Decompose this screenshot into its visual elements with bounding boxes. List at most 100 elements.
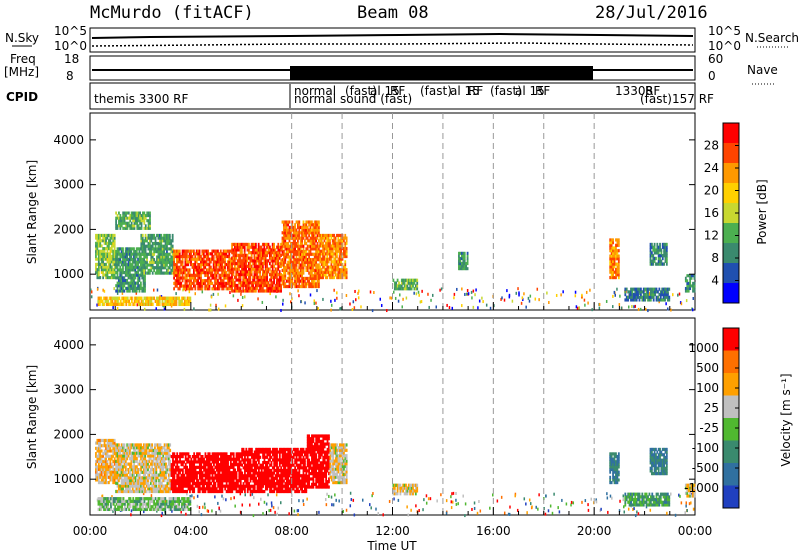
speckle-cell xyxy=(200,513,203,517)
range-time-cell xyxy=(115,271,118,275)
range-time-cell xyxy=(134,276,137,280)
range-time-cell xyxy=(169,448,172,453)
range-time-cell xyxy=(141,289,144,293)
speckle-cell xyxy=(232,294,235,298)
range-time-cell xyxy=(171,236,174,240)
range-time-cell xyxy=(141,258,144,262)
range-time-cell xyxy=(137,299,140,304)
range-time-cell xyxy=(119,260,122,264)
speckle-cell xyxy=(622,498,625,502)
speckle-cell xyxy=(616,287,618,291)
range-time-cell xyxy=(197,279,200,283)
range-time-cell xyxy=(115,260,118,264)
range-time-cell xyxy=(134,263,137,267)
range-time-cell xyxy=(209,260,212,264)
range-time-cell xyxy=(144,266,147,270)
range-time-cell xyxy=(124,255,127,259)
range-time-cell xyxy=(134,289,137,293)
speckle-cell xyxy=(274,510,276,514)
range-time-cell xyxy=(156,255,158,259)
speckle-cell xyxy=(688,502,691,506)
speckle-cell xyxy=(685,299,688,303)
range-time-cell xyxy=(141,271,144,275)
range-time-cell xyxy=(131,284,134,288)
range-time-cell xyxy=(124,271,127,275)
range-time-cell xyxy=(273,242,275,247)
range-time-cell xyxy=(211,252,214,256)
range-time-cell xyxy=(120,289,123,293)
range-time-cell xyxy=(153,236,156,240)
range-time-cell xyxy=(207,281,209,285)
speckle-cell xyxy=(518,293,520,297)
range-time-cell xyxy=(95,270,97,274)
range-time-cell xyxy=(137,252,140,256)
range-time-cell xyxy=(174,279,177,283)
range-time-cell xyxy=(142,278,145,283)
range-time-cell xyxy=(200,262,202,267)
range-time-cell xyxy=(180,271,183,275)
range-time-cell xyxy=(117,268,120,272)
speckle-cell xyxy=(201,290,204,294)
range-time-cell xyxy=(144,273,146,277)
range-time-cell xyxy=(181,299,183,304)
range-time-cell xyxy=(135,271,138,275)
range-time-cell xyxy=(126,271,129,275)
speckle-cell xyxy=(478,299,481,303)
speckle-cell xyxy=(357,291,359,295)
range-time-cell xyxy=(167,258,170,262)
range-time-cell xyxy=(665,242,668,247)
speckle-cell xyxy=(658,300,660,304)
range-time-cell xyxy=(112,236,115,240)
range-time-cell xyxy=(211,268,214,272)
range-time-cell xyxy=(167,233,170,238)
range-time-cell xyxy=(109,270,112,274)
range-time-cell xyxy=(184,249,187,253)
speckle-cell xyxy=(584,303,586,307)
range-time-cell xyxy=(112,262,115,266)
range-time-cell xyxy=(211,281,214,285)
speckle-cell xyxy=(478,500,480,504)
range-time-cell xyxy=(110,244,113,248)
range-time-cell xyxy=(693,281,696,285)
range-time-cell xyxy=(195,257,198,261)
speckle-cell xyxy=(455,491,457,495)
speckle-cell xyxy=(529,294,532,298)
range-time-cell xyxy=(120,247,123,251)
speckle-cell xyxy=(196,494,199,498)
range-time-cell xyxy=(201,252,204,256)
range-time-cell xyxy=(122,260,124,264)
range-time-cell xyxy=(97,276,100,280)
range-time-cell xyxy=(153,252,156,256)
speckle-cell xyxy=(415,292,418,296)
nave-tick-top: 60 xyxy=(708,52,723,66)
range-time-cell xyxy=(127,273,130,277)
range-time-cell xyxy=(207,284,209,288)
range-time-cell xyxy=(153,241,156,246)
freq-unit-label: [MHz] xyxy=(4,65,39,79)
speckle-cell xyxy=(198,506,201,510)
range-time-cell xyxy=(163,233,166,238)
range-time-cell xyxy=(109,241,112,245)
range-time-cell xyxy=(617,254,620,258)
range-time-cell xyxy=(150,266,153,270)
range-time-cell xyxy=(148,241,151,246)
range-time-cell xyxy=(194,284,197,288)
range-time-cell xyxy=(191,254,194,259)
range-time-cell xyxy=(185,254,188,259)
speckle-cell xyxy=(538,493,540,497)
nsearch-trace xyxy=(91,42,694,47)
range-time-cell xyxy=(163,247,166,251)
speckle-cell xyxy=(456,287,458,291)
range-time-cell xyxy=(154,239,157,243)
range-time-cell xyxy=(120,286,123,290)
speckle-cell xyxy=(96,303,98,307)
speckle-cell xyxy=(196,504,199,508)
speckle-cell xyxy=(448,306,451,310)
range-time-cell xyxy=(164,241,167,246)
speckle-cell xyxy=(397,498,400,502)
range-time-cell xyxy=(124,281,127,285)
range-time-cell xyxy=(161,266,164,270)
range-time-cell xyxy=(201,262,204,267)
range-time-cell xyxy=(209,257,212,261)
speckle-cell xyxy=(233,496,235,500)
